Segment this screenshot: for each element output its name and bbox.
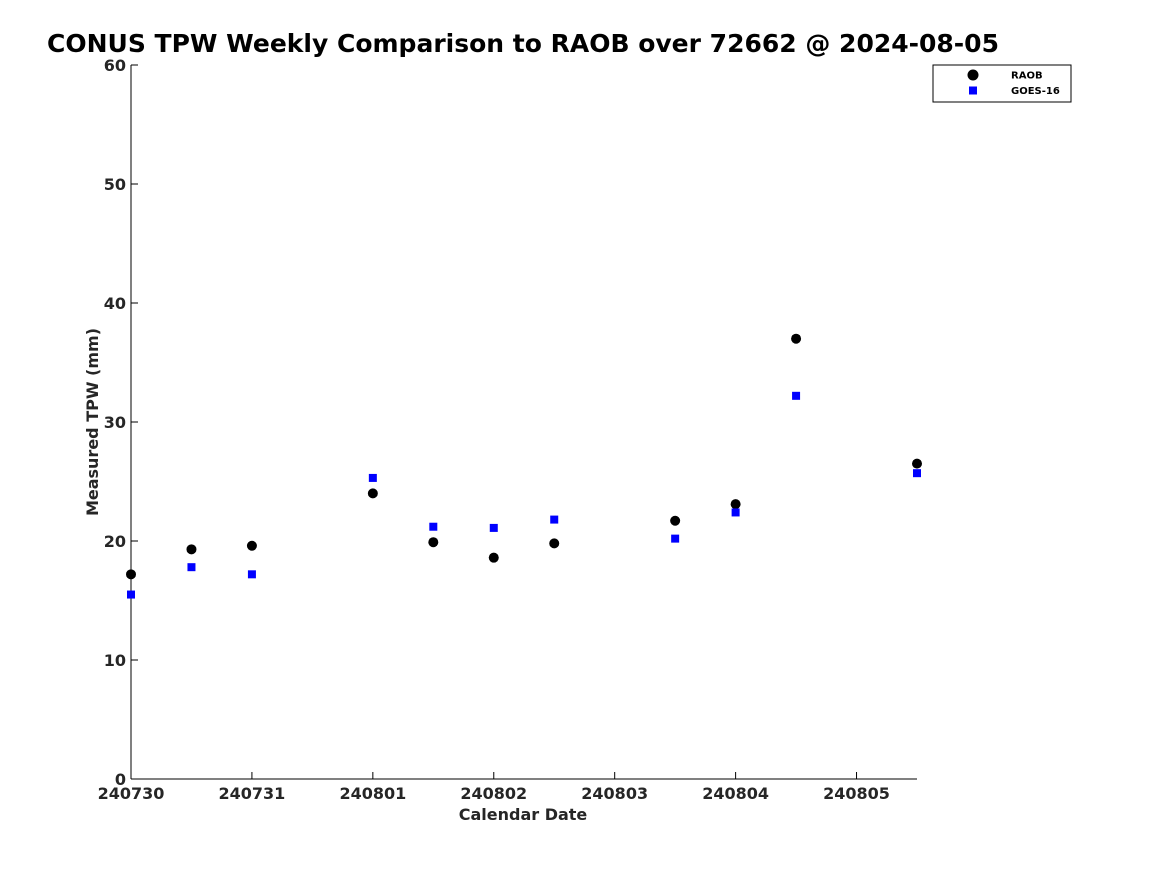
data-point-goes16 [368,473,377,482]
data-point-raob [791,333,802,344]
legend: RAOB GOES-16 [932,64,1072,103]
data-point-goes16 [187,563,196,572]
data-point-goes16 [247,570,256,579]
x-tick-label: 240803 [581,784,648,803]
x-tick-label: 240802 [460,784,527,803]
data-point-raob [367,488,378,499]
data-point-goes16 [731,508,740,517]
y-tick-label: 50 [104,175,126,194]
data-point-goes16 [671,534,680,543]
x-tick-label: 240805 [823,784,890,803]
chart-title: CONUS TPW Weekly Comparison to RAOB over… [47,29,999,58]
x-ticks: 240730 240731 240801 240802 240803 240804 2408… [98,772,890,803]
y-tick-label: 20 [104,532,126,551]
data-point-goes16 [550,515,559,524]
data-point-raob [186,544,197,555]
y-axis-label: Measured TPW (mm) [83,328,102,516]
data-point-raob [549,538,560,549]
x-tick-label: 240801 [339,784,406,803]
x-tick-label: 240731 [219,784,286,803]
y-ticks: 0 10 20 30 40 50 60 [104,56,138,789]
data-point-raob [730,499,741,510]
y-tick-label: 0 [115,770,126,789]
data-point-raob [488,552,499,563]
data-point-raob [912,458,922,469]
legend-marker-raob [967,69,979,81]
legend-label-raob: RAOB [1011,71,1043,82]
data-point-raob [670,515,681,526]
y-tick-label: 60 [104,56,126,75]
x-tick-label: 240804 [702,784,769,803]
axes [130,65,917,780]
legend-box [932,64,1072,103]
data-point-goes16 [127,590,135,599]
data-point-raob [126,569,136,580]
data-point-goes16 [913,469,921,478]
legend-label-goes16: GOES-16 [1011,86,1060,97]
legend-marker-goes16 [969,86,977,95]
data-point-goes16 [489,523,498,532]
y-tick-label: 10 [104,651,126,670]
y-tick-label: 30 [104,413,126,432]
data-point-raob [246,540,257,551]
data-point-goes16 [792,391,801,400]
data-points [126,333,922,599]
data-point-raob [428,537,439,548]
x-axis-label: Calendar Date [459,805,588,824]
x-tick-label: 240730 [98,784,165,803]
y-tick-label: 40 [104,294,126,313]
data-point-goes16 [429,522,438,531]
